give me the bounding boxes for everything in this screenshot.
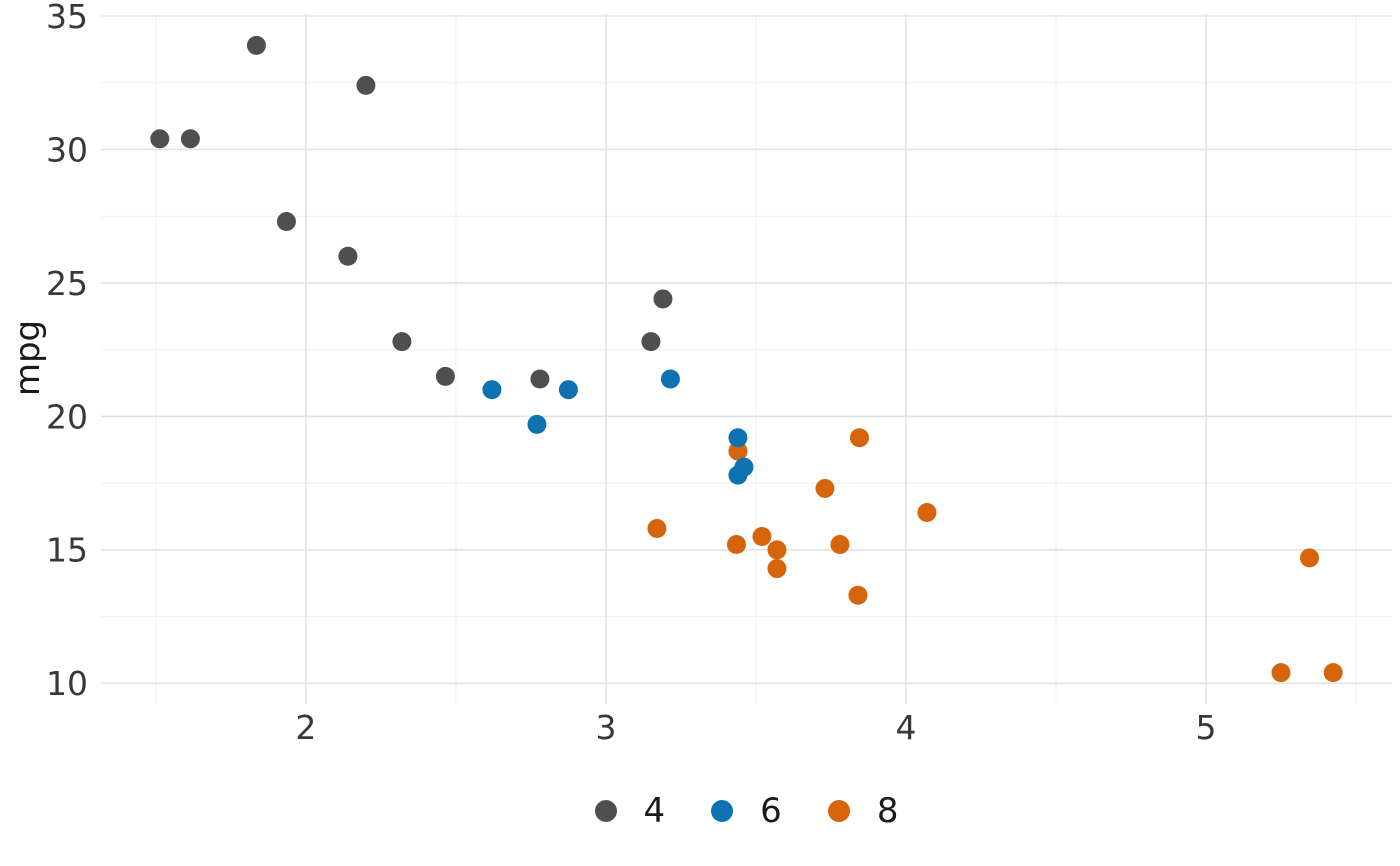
y-axis-tick-label: 10 bbox=[46, 664, 88, 703]
y-axis-tick-label: 20 bbox=[46, 397, 88, 436]
legend: 4 6 8 bbox=[101, 784, 1392, 838]
y-axis-title: mpg bbox=[8, 319, 48, 397]
y-axis-tick-label: 25 bbox=[46, 264, 88, 303]
legend-swatch-icon bbox=[711, 800, 734, 822]
data-point bbox=[1271, 663, 1291, 683]
y-axis-tick-label: 35 bbox=[46, 0, 88, 36]
x-axis-tick-label: 2 bbox=[295, 708, 316, 747]
legend-label: 4 bbox=[643, 791, 666, 831]
y-axis-tick-label: 30 bbox=[46, 130, 88, 169]
data-point bbox=[728, 441, 748, 461]
data-point bbox=[641, 332, 661, 352]
legend-swatch-icon bbox=[827, 800, 850, 822]
data-point bbox=[482, 380, 502, 400]
data-point bbox=[527, 414, 547, 434]
data-point bbox=[728, 428, 748, 448]
data-point bbox=[767, 559, 787, 579]
data-point bbox=[728, 465, 748, 485]
data-point bbox=[767, 540, 787, 560]
x-axis-tick-label: 4 bbox=[895, 708, 916, 747]
data-point bbox=[246, 35, 266, 55]
data-point bbox=[1299, 548, 1319, 568]
data-point bbox=[815, 478, 835, 498]
data-point bbox=[1323, 663, 1343, 683]
data-point bbox=[917, 502, 937, 522]
data-point bbox=[647, 518, 667, 538]
data-point bbox=[150, 129, 170, 149]
x-axis-tick-label: 5 bbox=[1195, 708, 1216, 747]
data-point bbox=[849, 428, 869, 448]
legend-swatch-icon bbox=[594, 800, 617, 822]
data-point bbox=[530, 369, 550, 389]
legend-label: 8 bbox=[876, 791, 899, 831]
data-point bbox=[435, 366, 455, 386]
data-point bbox=[653, 289, 673, 309]
data-point bbox=[726, 535, 746, 555]
scatter-plot: 2 3 4 5 10 15 20 25 30 35 bbox=[46, 0, 1392, 747]
data-point bbox=[338, 246, 358, 266]
legend-item: 4 bbox=[594, 791, 666, 831]
data-point bbox=[180, 129, 200, 149]
legend-label: 6 bbox=[760, 791, 782, 831]
data-point bbox=[392, 332, 412, 352]
x-axis-tick-label: 3 bbox=[595, 708, 616, 747]
data-point bbox=[752, 527, 772, 547]
data-point bbox=[558, 380, 578, 400]
data-point bbox=[660, 369, 680, 389]
data-point bbox=[356, 75, 376, 95]
data-point bbox=[830, 535, 850, 555]
data-point bbox=[276, 212, 296, 232]
legend-item: 6 bbox=[711, 794, 782, 828]
legend-item: 8 bbox=[827, 791, 899, 831]
data-point bbox=[848, 585, 868, 605]
y-axis-tick-label: 15 bbox=[46, 531, 88, 570]
